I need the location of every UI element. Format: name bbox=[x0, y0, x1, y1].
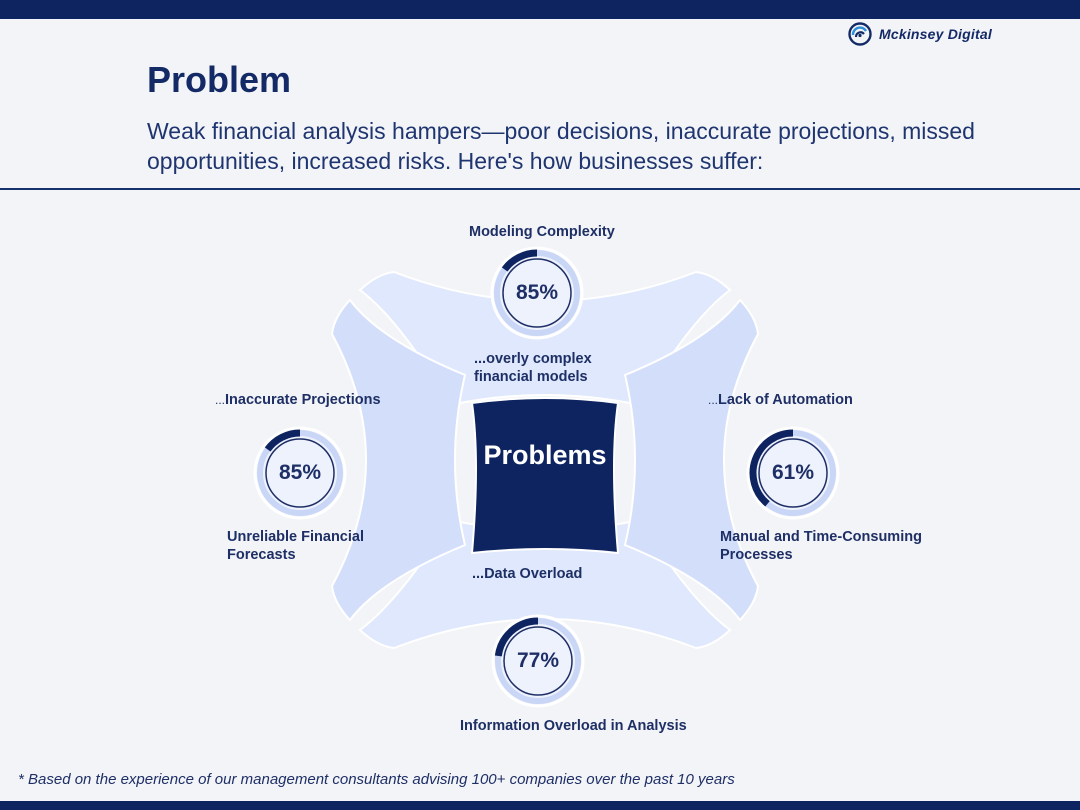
percent-right: 61% bbox=[771, 461, 815, 484]
percent-left: 85% bbox=[278, 461, 322, 484]
page-subtitle: Weak financial analysis hampers—poor dec… bbox=[147, 118, 975, 174]
right-ring-arc bbox=[749, 429, 794, 507]
dots-right: ... bbox=[708, 393, 719, 407]
top-ring-arc bbox=[501, 249, 538, 272]
center-shape bbox=[470, 397, 620, 555]
top-bar bbox=[0, 0, 1080, 19]
center-label: Problems bbox=[483, 440, 607, 470]
brand-name-suffix: Digital bbox=[947, 26, 992, 42]
ring-left bbox=[253, 426, 347, 520]
ring-bottom bbox=[491, 614, 585, 708]
top-ring-inner bbox=[502, 258, 572, 328]
ring-top bbox=[490, 246, 584, 340]
dots-left: ... bbox=[215, 393, 226, 407]
bottom-ring-arc bbox=[494, 617, 539, 657]
note-left: Unreliable Financial Forecasts bbox=[227, 529, 364, 563]
heading-left-text: Inaccurate Projections bbox=[225, 392, 381, 408]
bottom-bar bbox=[0, 801, 1080, 810]
heading-modeling-complexity: Modeling Complexity bbox=[469, 224, 615, 240]
brand-name: Mckinsey Digital bbox=[879, 26, 992, 42]
left-ring-arc bbox=[264, 429, 301, 452]
footnote: * Based on the experience of our managem… bbox=[18, 771, 735, 788]
petal-left bbox=[330, 298, 467, 622]
left-ring-inner bbox=[265, 438, 335, 508]
heading-information-overload: Information Overload in Analysis bbox=[460, 718, 687, 734]
petal-right bbox=[623, 298, 760, 622]
percent-bottom: 77% bbox=[516, 649, 560, 672]
heading-lack-of-automation: ...Lack of Automation bbox=[708, 392, 853, 408]
note-top: ...overly complex financial models bbox=[474, 351, 592, 385]
title-divider bbox=[0, 188, 1080, 190]
brand-logo[interactable]: Mckinsey Digital bbox=[848, 22, 992, 46]
right-ring-inner bbox=[758, 438, 828, 508]
note-right: Manual and Time-Consuming Processes bbox=[720, 529, 922, 563]
brand-name-main: Mckinsey bbox=[879, 26, 944, 42]
percent-top: 85% bbox=[515, 281, 559, 304]
logo-swirl-icon bbox=[848, 22, 872, 46]
heading-inaccurate-projections: ...Inaccurate Projections bbox=[215, 392, 381, 408]
heading-right-text: Lack of Automation bbox=[718, 392, 853, 408]
ring-right bbox=[746, 426, 840, 520]
bottom-ring-inner bbox=[503, 626, 573, 696]
page-title: Problem bbox=[147, 59, 292, 100]
note-bottom: ...Data Overload bbox=[472, 566, 583, 582]
